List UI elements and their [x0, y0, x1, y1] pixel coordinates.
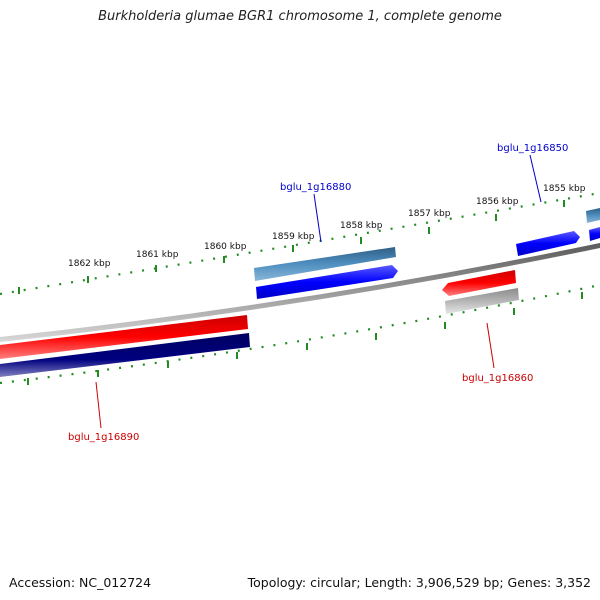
gene-label-bglu-1g16860[interactable]: bglu_1g16860	[462, 373, 533, 384]
feature-right-edge-gene[interactable]	[586, 208, 600, 223]
inner-tick-track	[0, 283, 600, 385]
feature-bglu-1g16880-gene[interactable]	[254, 247, 396, 281]
tick-label-1856: 1856 kbp	[476, 197, 519, 207]
feature-bglu-1g16890-cds[interactable]	[0, 315, 248, 359]
outer-tick-track	[0, 191, 600, 296]
feature-bglu-1g16880-cds[interactable]	[256, 265, 398, 299]
tick-label-1857: 1857 kbp	[408, 209, 451, 219]
gene-label-bglu-1g16850[interactable]: bglu_1g16850	[497, 143, 568, 154]
gene-label-bglu-1g16890[interactable]: bglu_1g16890	[68, 432, 139, 443]
leader-bglu-1g16850	[529, 154, 542, 203]
gene-label-bglu-1g16880[interactable]: bglu_1g16880	[280, 182, 351, 193]
inner-major-ticks	[27, 292, 583, 385]
feature-right-edge-cds[interactable]	[589, 227, 600, 241]
tick-label-1855: 1855 kbp	[543, 184, 586, 194]
tick-label-1860: 1860 kbp	[204, 242, 247, 252]
tick-label-1858: 1858 kbp	[340, 221, 383, 231]
leader-bglu-1g16880	[313, 193, 322, 243]
outer-major-ticks	[18, 200, 565, 294]
tick-label-1862: 1862 kbp	[68, 259, 111, 269]
leader-bglu-1g16890	[95, 381, 102, 429]
feature-bglu-1g16860-cds[interactable]	[442, 270, 516, 296]
feature-bglu-1g16890-gene[interactable]	[0, 333, 250, 377]
tick-label-1861: 1861 kbp	[136, 250, 179, 260]
chromosome-backbone	[0, 243, 600, 342]
feature-bglu-1g16850-cds[interactable]	[516, 231, 580, 256]
map-title: Burkholderia glumae BGR1 chromosome 1, c…	[98, 9, 502, 24]
feature-bglu-1g16860-gene[interactable]	[445, 288, 519, 314]
genome-summary-text: Topology: circular; Length: 3,906,529 bp…	[247, 575, 591, 590]
tick-label-1859: 1859 kbp	[272, 232, 315, 242]
leader-bglu-1g16860	[486, 322, 495, 369]
accession-text: Accession: NC_012724	[9, 575, 152, 590]
